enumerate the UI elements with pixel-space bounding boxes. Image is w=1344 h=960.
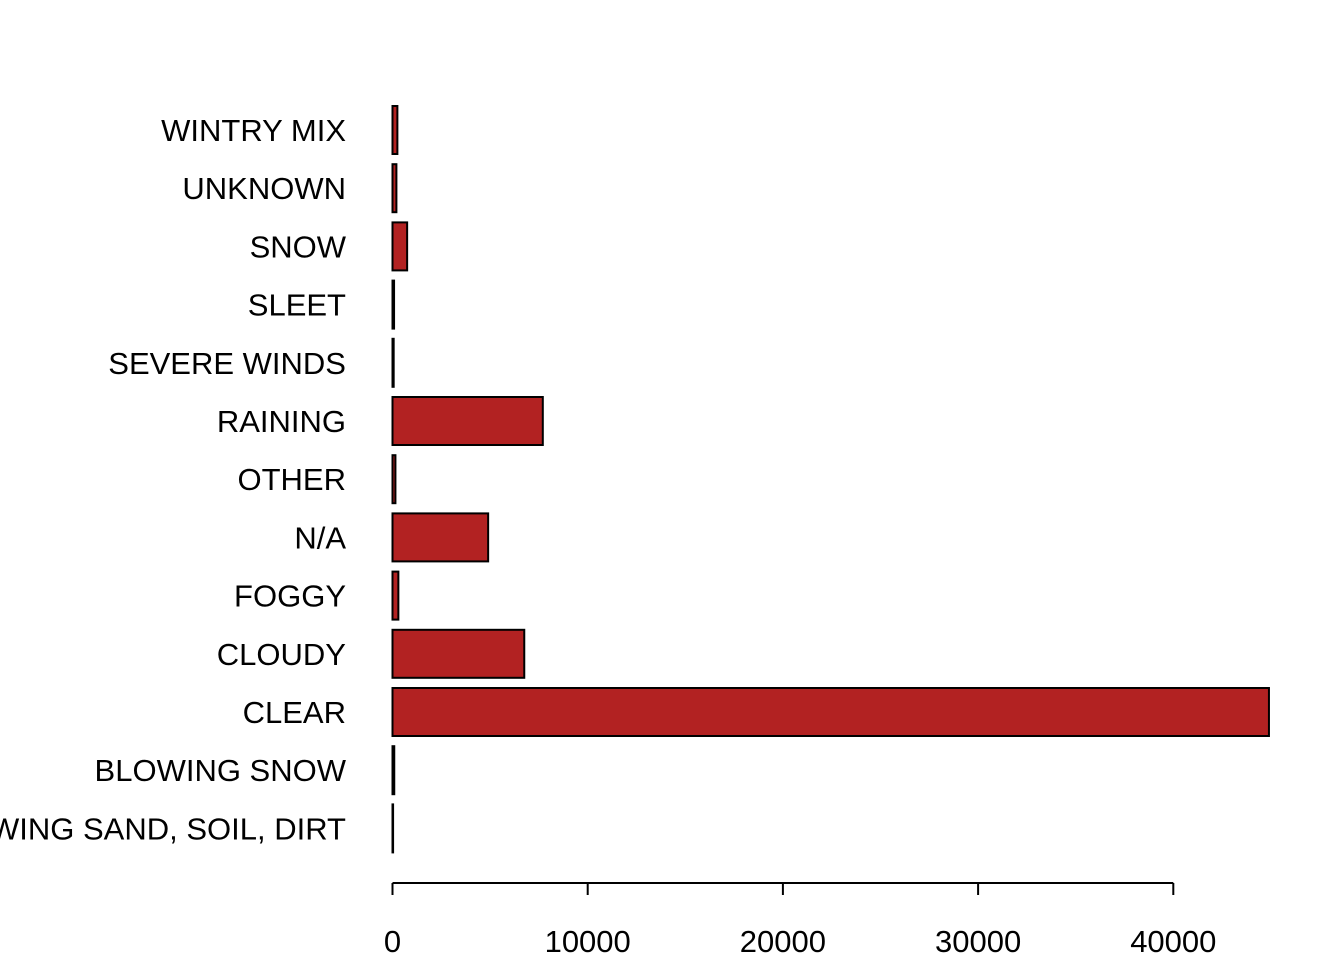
bar-blowing-snow <box>391 745 396 796</box>
category-label-clear: CLEAR <box>243 695 346 730</box>
bar-wintry-mix <box>391 105 399 155</box>
category-label-raining: RAINING <box>217 404 346 439</box>
bar-unknown <box>391 163 398 214</box>
bar-other <box>391 454 397 505</box>
x-tick-label: 40000 <box>1130 924 1216 959</box>
category-label-severe-winds: SEVERE WINDS <box>108 346 346 381</box>
category-label-blowing-sand-soil-dirt: BLOWING SAND, SOIL, DIRT <box>0 811 346 846</box>
bar-sleet <box>391 279 396 330</box>
category-label-blowing-snow: BLOWING SNOW <box>95 753 347 788</box>
category-label-unknown: UNKNOWN <box>182 171 346 206</box>
bars-group <box>391 105 1270 854</box>
x-tick-label: 30000 <box>935 924 1021 959</box>
category-label-foggy: FOGGY <box>234 579 346 614</box>
bar-foggy <box>391 570 400 621</box>
bar-raining <box>391 396 544 446</box>
bar-snow <box>391 221 409 272</box>
category-label-other: OTHER <box>238 462 347 497</box>
bar-clear <box>391 687 1270 737</box>
category-label-sleet: SLEET <box>248 288 346 323</box>
category-label-wintry-mix: WINTRY MIX <box>161 113 346 148</box>
bar-cloudy <box>391 628 526 679</box>
bar-n-a <box>391 512 490 563</box>
x-tick-label: 0 <box>384 924 401 959</box>
bar-severe-winds <box>391 337 395 388</box>
category-label-cloudy: CLOUDY <box>217 637 346 672</box>
x-axis: 0 10000 20000 30000 40000 <box>384 882 1216 959</box>
x-tick-label: 10000 <box>545 924 631 959</box>
category-label-n-a: N/A <box>294 520 346 555</box>
bar-blowing-sand-soil-dirt <box>391 803 395 854</box>
category-labels-group: WINTRY MIX UNKNOWN SNOW SLEET SEVERE WINDS RA… <box>0 113 347 846</box>
category-label-snow: SNOW <box>250 229 347 264</box>
x-tick-label: 20000 <box>740 924 826 959</box>
